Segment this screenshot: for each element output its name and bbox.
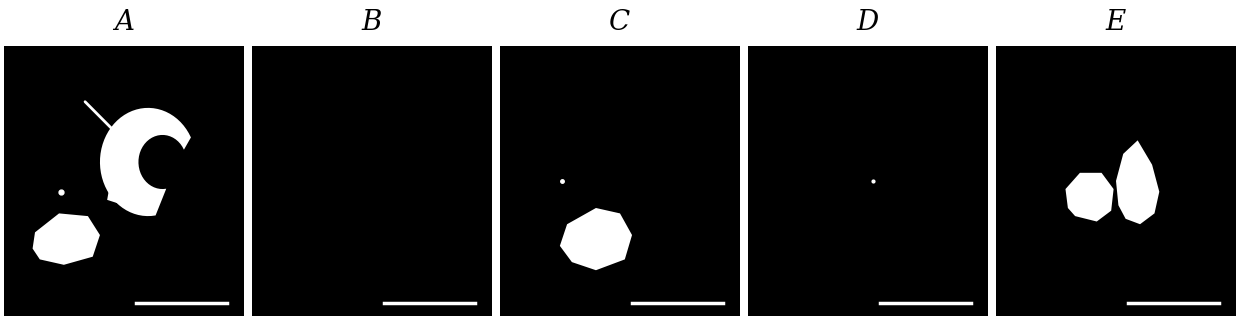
Text: D: D bbox=[857, 9, 879, 36]
Polygon shape bbox=[560, 208, 632, 270]
Text: C: C bbox=[609, 9, 631, 36]
Polygon shape bbox=[1065, 173, 1114, 222]
Polygon shape bbox=[107, 184, 144, 205]
Text: E: E bbox=[1106, 9, 1126, 36]
Text: B: B bbox=[362, 9, 382, 36]
Polygon shape bbox=[1116, 140, 1159, 224]
Polygon shape bbox=[100, 108, 191, 216]
Text: A: A bbox=[114, 9, 134, 36]
Polygon shape bbox=[32, 214, 100, 265]
